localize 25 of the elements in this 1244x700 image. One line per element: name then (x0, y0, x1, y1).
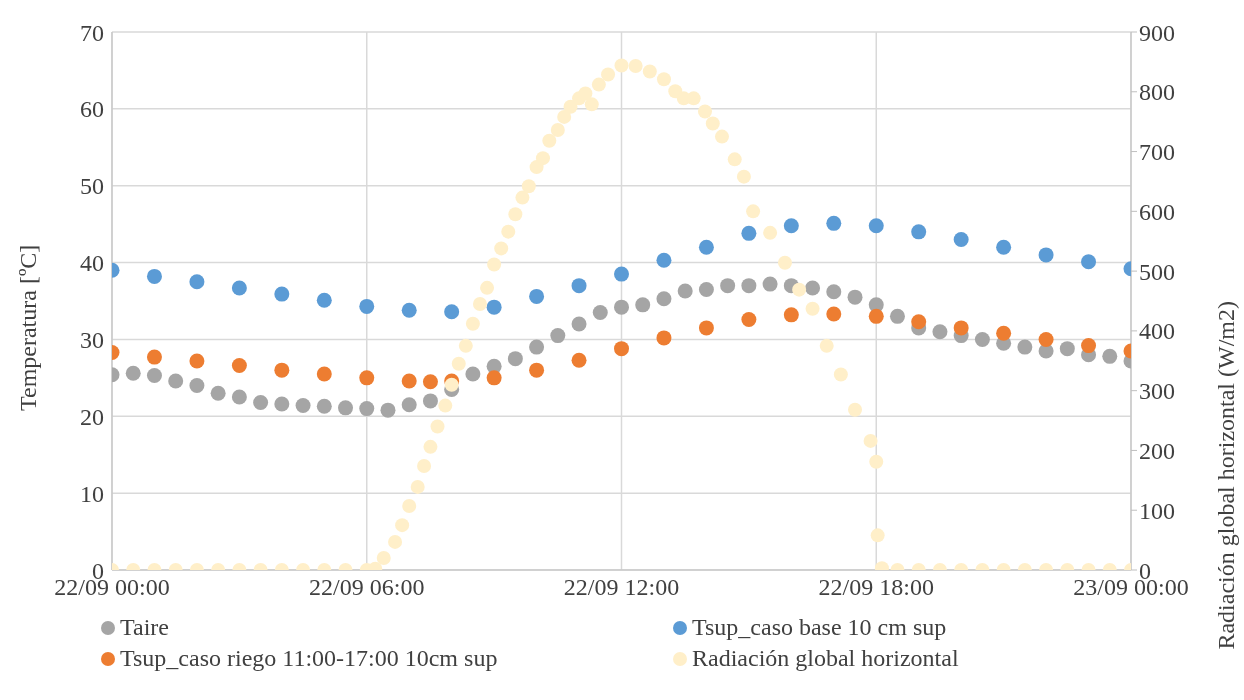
y2-axis-title: Radiación global horizontal (W/m2) (1212, 301, 1239, 650)
legend-label: Tsup_caso base 10 cm sup (692, 614, 947, 641)
y2-tick-label: 600 (1139, 198, 1175, 225)
y2-tick-label: 700 (1139, 139, 1175, 166)
legend-label: Radiación global horizontal (692, 645, 959, 672)
y-tick-label: 30 (80, 326, 104, 353)
y2-tick-label: 200 (1139, 437, 1175, 464)
y-axis-title: Temperatura [ºC] (14, 244, 41, 411)
y-tick-label: 70 (80, 19, 104, 46)
y-tick-label: 50 (80, 173, 104, 200)
y-tick-label: 10 (80, 480, 104, 507)
x-tick-label: 22/09 06:00 (309, 574, 425, 601)
y-tick-label: 60 (80, 96, 104, 123)
x-tick-label: 22/09 12:00 (563, 574, 680, 601)
y-tick-label: 20 (80, 403, 104, 430)
y-tick-label: 40 (80, 250, 104, 277)
legend-label: Taire (120, 614, 169, 641)
y2-tick-label: 500 (1139, 258, 1175, 285)
y2-tick-label: 100 (1139, 497, 1175, 524)
y2-tick-label: 300 (1139, 378, 1175, 405)
y2-tick-label: 800 (1139, 79, 1175, 106)
legend-label: Tsup_caso riego 11:00-17:00 10cm sup (120, 645, 498, 672)
y2-tick-label: 900 (1139, 19, 1175, 46)
x-tick-label: 22/09 18:00 (818, 574, 934, 601)
y2-tick-label: 400 (1139, 318, 1175, 345)
